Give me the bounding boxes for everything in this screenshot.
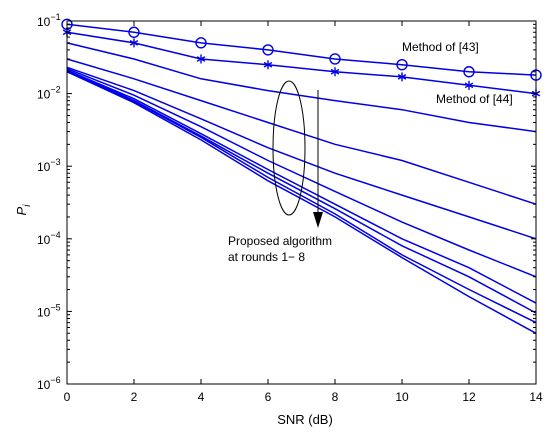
- proposed-curves-ellipse: [272, 80, 306, 216]
- y-tick-label: 10−1: [37, 12, 61, 29]
- y-axis-label-sub: i: [22, 204, 33, 207]
- x-axis-label: SNR (dB): [277, 412, 333, 427]
- x-tick-label: 12: [462, 390, 476, 404]
- series-marker-circle: [396, 59, 408, 71]
- x-tick-label: 8: [332, 390, 339, 404]
- x-tick-label: 10: [395, 390, 409, 404]
- y-tick-label: 10−6: [37, 375, 61, 392]
- series-line-3: [66, 42, 537, 133]
- series-marker-star: [196, 54, 206, 64]
- series-line-2: [66, 31, 537, 95]
- x-tick-label: 0: [64, 390, 71, 404]
- series-marker-circle: [463, 66, 475, 78]
- series-marker-circle: [195, 37, 207, 49]
- series-marker-star: [263, 60, 273, 70]
- x-tick-label: 2: [131, 390, 138, 404]
- series-marker-star: [464, 80, 474, 90]
- tick-layer: 0 2 4 6 8 10 12 14 10−6 10−5 10−4 10−3 10−2 10−1: [37, 12, 543, 404]
- series-marker-star: [330, 67, 340, 77]
- series-line-6: [66, 68, 537, 278]
- annotation-proposed-line2: at rounds 1− 8: [228, 250, 305, 264]
- annotation-method-43: Method of [43]: [402, 40, 479, 54]
- x-tick-label: 6: [265, 390, 272, 404]
- rounds-arrow-head: [313, 212, 323, 228]
- series-marker-star: [397, 72, 407, 82]
- series-marker-circle: [128, 26, 140, 38]
- series-marker-star: [129, 38, 139, 48]
- series-line-10: [66, 71, 537, 334]
- y-axis-label-base: P: [14, 206, 29, 215]
- annotation-proposed-line1: Proposed algorithm: [228, 234, 332, 248]
- axes-box: [66, 20, 537, 385]
- series-marker-circle: [329, 53, 341, 65]
- series-line-4: [66, 58, 537, 205]
- annotation-method-44: Method of [44]: [436, 92, 513, 106]
- series-line-7: [66, 69, 537, 304]
- series-line-1: [66, 23, 537, 76]
- plot-area: 0 2 4 6 8 10 12 14 10−6 10−5 10−4 10−3 10−2 10−1: [37, 12, 543, 404]
- y-tick-label: 10−5: [37, 302, 61, 319]
- series-line-9: [66, 71, 537, 324]
- series-line-5: [66, 66, 537, 240]
- y-tick-label: 10−4: [37, 230, 61, 247]
- x-tick-label: 4: [198, 390, 205, 404]
- series-marker-circle: [262, 44, 274, 56]
- y-tick-label: 10−2: [37, 85, 61, 102]
- y-tick-label: 10−3: [37, 157, 61, 174]
- x-tick-label: 14: [529, 390, 543, 404]
- y-axis-label: Pi: [14, 204, 33, 216]
